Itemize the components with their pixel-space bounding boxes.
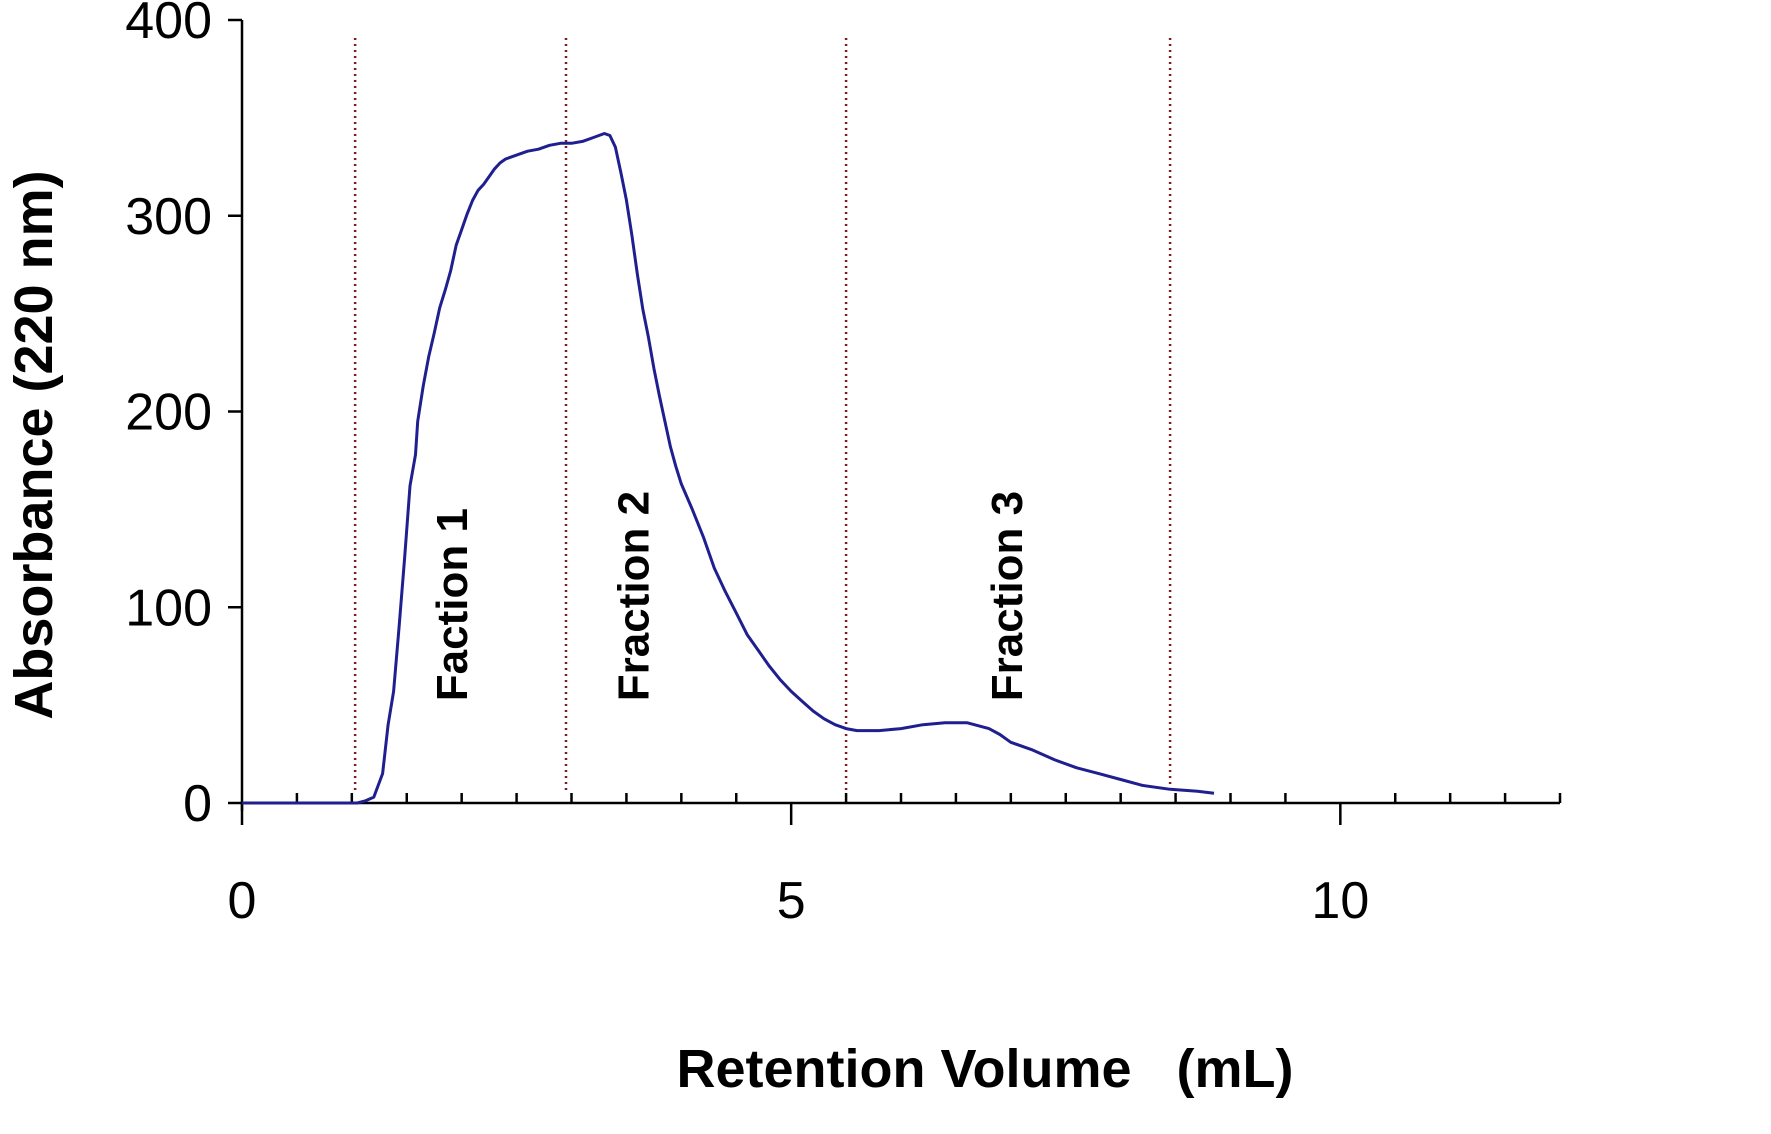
absorbance-line	[242, 132, 1215, 805]
fraction-label: Fraction 3	[983, 491, 1032, 701]
y-tick-label: 300	[125, 188, 212, 246]
y-tick-label: 100	[125, 579, 212, 637]
y-axis-title: Absorbance (220 nm)	[4, 170, 64, 719]
y-tick-label: 0	[183, 775, 212, 833]
fraction-label: Fraction 2	[609, 491, 658, 701]
x-tick-label: 5	[777, 872, 806, 930]
x-axis-title: Retention Volume (mL)	[677, 1039, 1294, 1099]
annotations: Faction 1 Fraction 2 Fraction 3	[428, 491, 1032, 701]
tick-marks	[228, 18, 1562, 825]
x-tick-label: 10	[1311, 872, 1369, 930]
fraction-label: Faction 1	[428, 508, 477, 701]
x-tick-label: 0	[228, 872, 257, 930]
y-tick-label: 200	[125, 384, 212, 442]
fraction-dividers	[353, 38, 1172, 793]
y-tick-label: 400	[125, 0, 212, 50]
data-series	[242, 132, 1215, 805]
tick-labels: 0 100 200 300 400 0 5 10	[125, 0, 1369, 930]
